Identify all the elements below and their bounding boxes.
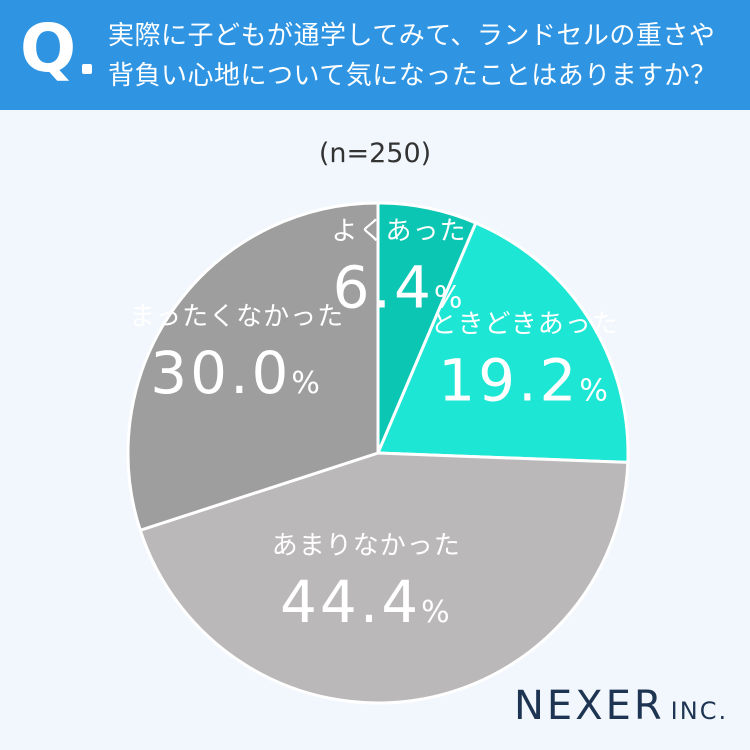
slice-unit-2: % [579,374,611,409]
logo-suffix: INC. [670,697,729,725]
slice-label-4: まったくなかった [129,302,344,332]
pie-slice-3 [138,451,630,705]
question-text: 実際に子どもが通学してみて、ランドセルの重さや背負い心地について気になったことは… [108,21,717,91]
pie-slice-4 [126,201,380,533]
q-dot [82,64,92,74]
slice-label-2: ときどきあった [430,310,618,340]
q-mark: Q [20,10,77,87]
logo-name: NEXER [514,683,665,729]
slice-label-1: よくあった [331,216,466,246]
question-header: Q 実際に子どもが通学してみて、ランドセルの重さや背負い心地について気になったこ… [0,0,750,110]
pie-slice-2 [375,220,630,464]
sample-size: (n=250) [318,138,432,169]
slice-unit-3: % [421,595,453,630]
slice-label-3: あまりなかった [272,531,461,561]
slice-unit-4: % [291,366,323,401]
nexer-logo: NEXER INC. [514,683,728,729]
slice-unit-1: % [434,280,466,315]
